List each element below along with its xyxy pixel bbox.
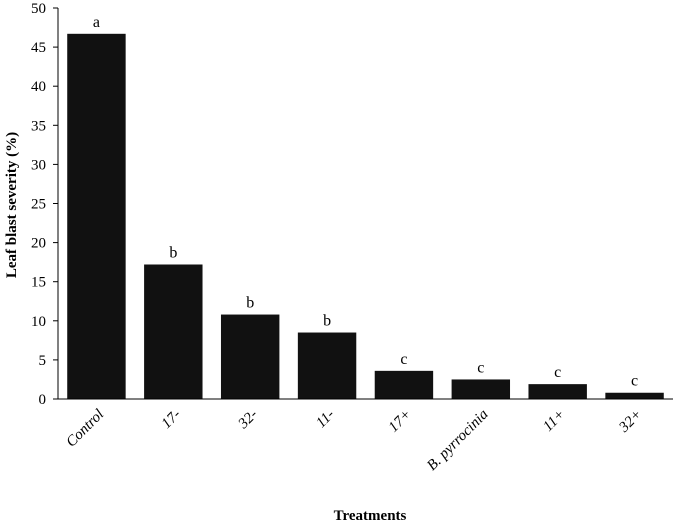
y-tick-label: 15 xyxy=(31,275,46,291)
y-tick-label: 40 xyxy=(31,79,46,95)
y-tick-label: 45 xyxy=(31,40,46,56)
y-tick-label: 25 xyxy=(31,197,46,213)
bar xyxy=(528,384,587,399)
x-tick-label: 32- xyxy=(235,407,261,433)
bar xyxy=(67,33,126,399)
bar xyxy=(297,332,357,399)
y-tick-label: 10 xyxy=(31,314,46,330)
bars: a b b b c c c c xyxy=(67,14,664,399)
y-tick-label: 30 xyxy=(31,157,46,173)
x-tick-label: 17+ xyxy=(386,407,415,436)
x-tick-label: B. pyrrocinia xyxy=(424,407,491,474)
y-tick-label: 50 xyxy=(31,1,46,17)
bar xyxy=(374,370,434,399)
x-axis: Control 17- 32- 11- 17+ B. pyrrocinia 11+ 32+ xyxy=(58,398,673,474)
x-axis-title: Treatments xyxy=(334,508,407,523)
x-tick-label: 11+ xyxy=(540,407,568,435)
x-tick-label: Control xyxy=(63,407,107,451)
data-label: b xyxy=(246,295,254,312)
data-label: c xyxy=(554,364,561,381)
x-tick-label: 11- xyxy=(313,407,338,432)
bar xyxy=(220,314,280,399)
bar xyxy=(605,392,664,399)
y-axis-title: Leaf blast severity (%) xyxy=(4,132,20,278)
y-tick-label: 5 xyxy=(39,353,47,369)
bar xyxy=(144,264,203,399)
data-label: c xyxy=(400,351,407,368)
data-label: c xyxy=(631,373,638,390)
y-axis: 0 5 10 15 20 25 30 35 40 45 50 xyxy=(31,1,59,408)
bar xyxy=(451,379,511,399)
data-label: c xyxy=(477,359,484,376)
x-tick-label: 17- xyxy=(159,407,184,432)
data-label: b xyxy=(323,313,331,330)
data-label: b xyxy=(169,244,177,261)
y-tick-label: 35 xyxy=(31,118,46,134)
y-tick-label: 0 xyxy=(39,392,47,408)
y-tick-label: 20 xyxy=(31,236,46,252)
x-tick-label: 32+ xyxy=(616,407,646,437)
data-label: a xyxy=(93,14,100,31)
